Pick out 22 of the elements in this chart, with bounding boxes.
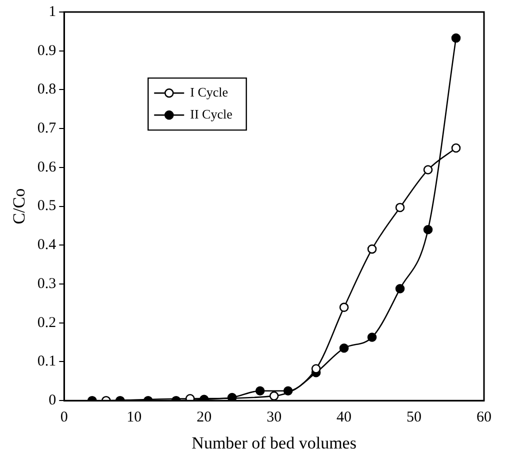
- x-axis-title: Number of bed volumes: [192, 433, 356, 452]
- x-tick-label: 50: [406, 410, 422, 426]
- y-tick-label: 0.5: [37, 198, 56, 214]
- x-tick-label: 60: [476, 410, 492, 426]
- y-tick-label: 0.1: [37, 354, 56, 370]
- y-tick-label: 0.9: [37, 42, 56, 59]
- y-tick-label: 0.4: [37, 237, 57, 254]
- y-tick-label: 0: [48, 392, 56, 409]
- y-tick-label: 0.3: [37, 276, 56, 292]
- y-axis-title: C/Co: [10, 188, 29, 224]
- x-tick-label: 40: [336, 410, 352, 426]
- y-tick-label: 0.7: [37, 120, 57, 137]
- x-tick-label: 20: [196, 410, 212, 426]
- legend-label: I Cycle: [190, 84, 228, 100]
- x-tick-label: 30: [266, 410, 282, 426]
- x-tick-label: 0: [60, 410, 68, 426]
- y-tick-label: 0.8: [37, 82, 56, 98]
- legend-label: II Cycle: [190, 106, 233, 122]
- y-tick-label: 0.6: [37, 159, 57, 176]
- y-tick-label: 0.2: [37, 314, 56, 331]
- x-tick-label: 10: [126, 410, 142, 426]
- y-tick-label: 1: [48, 4, 56, 20]
